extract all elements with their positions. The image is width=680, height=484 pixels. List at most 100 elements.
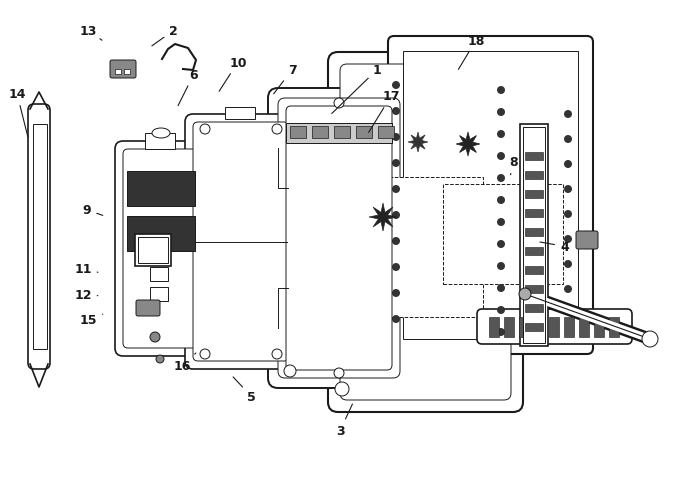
Circle shape — [392, 316, 400, 323]
Bar — [579, 318, 589, 337]
Bar — [525, 286, 543, 293]
Bar — [525, 172, 543, 180]
Text: 18: 18 — [458, 35, 485, 70]
Circle shape — [564, 211, 572, 219]
Polygon shape — [456, 133, 480, 157]
Bar — [504, 318, 514, 337]
Circle shape — [497, 328, 505, 336]
Circle shape — [200, 125, 210, 135]
FancyBboxPatch shape — [286, 107, 392, 370]
Text: 2: 2 — [152, 25, 177, 47]
Circle shape — [392, 82, 400, 90]
Bar — [594, 318, 604, 337]
FancyBboxPatch shape — [268, 89, 410, 388]
Circle shape — [392, 108, 400, 116]
Bar — [564, 318, 574, 337]
Ellipse shape — [152, 129, 170, 139]
Text: 5: 5 — [233, 377, 256, 403]
Bar — [127, 216, 195, 252]
Bar — [525, 210, 543, 217]
Circle shape — [519, 288, 531, 301]
Bar — [135, 235, 171, 267]
Circle shape — [272, 349, 282, 359]
Bar — [225, 108, 255, 120]
FancyBboxPatch shape — [123, 150, 199, 348]
Circle shape — [392, 238, 400, 245]
Text: 3: 3 — [336, 404, 352, 437]
Text: 4: 4 — [540, 241, 568, 253]
Bar — [403, 52, 578, 339]
Bar — [378, 127, 394, 139]
Text: 14: 14 — [8, 88, 28, 137]
Bar — [525, 267, 543, 274]
Circle shape — [564, 260, 572, 269]
Bar — [286, 124, 392, 144]
Text: 12: 12 — [74, 289, 98, 302]
FancyBboxPatch shape — [328, 53, 523, 412]
FancyBboxPatch shape — [477, 309, 632, 344]
Bar — [525, 152, 543, 161]
FancyBboxPatch shape — [388, 37, 593, 354]
Circle shape — [392, 289, 400, 297]
Circle shape — [334, 368, 344, 378]
Circle shape — [392, 160, 400, 167]
Bar — [525, 304, 543, 312]
FancyBboxPatch shape — [576, 231, 598, 249]
Bar — [525, 228, 543, 237]
Circle shape — [497, 306, 505, 314]
Circle shape — [392, 212, 400, 220]
Circle shape — [272, 125, 282, 135]
Circle shape — [564, 186, 572, 194]
Bar — [150, 287, 168, 302]
Text: 6: 6 — [178, 69, 198, 106]
Circle shape — [284, 365, 296, 377]
FancyBboxPatch shape — [278, 99, 400, 378]
Text: 11: 11 — [74, 262, 98, 275]
FancyBboxPatch shape — [115, 142, 207, 356]
Bar — [115, 70, 121, 75]
Text: 8: 8 — [509, 156, 517, 175]
Bar — [334, 127, 350, 139]
Bar — [520, 125, 548, 346]
FancyBboxPatch shape — [185, 115, 297, 369]
Circle shape — [392, 134, 400, 142]
Circle shape — [497, 262, 505, 271]
Circle shape — [497, 285, 505, 292]
Text: 9: 9 — [83, 204, 103, 217]
Circle shape — [334, 99, 344, 109]
Circle shape — [392, 186, 400, 194]
Bar — [290, 127, 306, 139]
Circle shape — [497, 87, 505, 95]
FancyBboxPatch shape — [110, 61, 136, 79]
FancyBboxPatch shape — [136, 301, 160, 317]
Circle shape — [200, 349, 210, 359]
Circle shape — [497, 241, 505, 248]
Bar — [145, 134, 175, 150]
Bar — [356, 127, 372, 139]
Polygon shape — [408, 133, 428, 152]
Text: 17: 17 — [369, 91, 400, 133]
Bar — [523, 128, 545, 343]
Bar — [124, 70, 130, 75]
Bar — [525, 323, 543, 332]
Bar — [525, 191, 543, 198]
Bar — [489, 318, 499, 337]
Text: 13: 13 — [80, 25, 102, 41]
Text: 1: 1 — [332, 64, 381, 114]
Circle shape — [150, 333, 160, 342]
Text: 16: 16 — [173, 353, 196, 372]
Circle shape — [497, 197, 505, 205]
Bar — [519, 318, 529, 337]
Bar — [312, 127, 328, 139]
Bar — [368, 178, 483, 318]
Circle shape — [497, 152, 505, 161]
Bar — [33, 125, 47, 349]
Circle shape — [497, 131, 505, 139]
Text: 10: 10 — [219, 57, 247, 92]
Circle shape — [497, 219, 505, 227]
Circle shape — [564, 286, 572, 293]
Circle shape — [564, 111, 572, 119]
Circle shape — [564, 236, 572, 243]
Circle shape — [497, 109, 505, 117]
Bar — [138, 238, 168, 263]
